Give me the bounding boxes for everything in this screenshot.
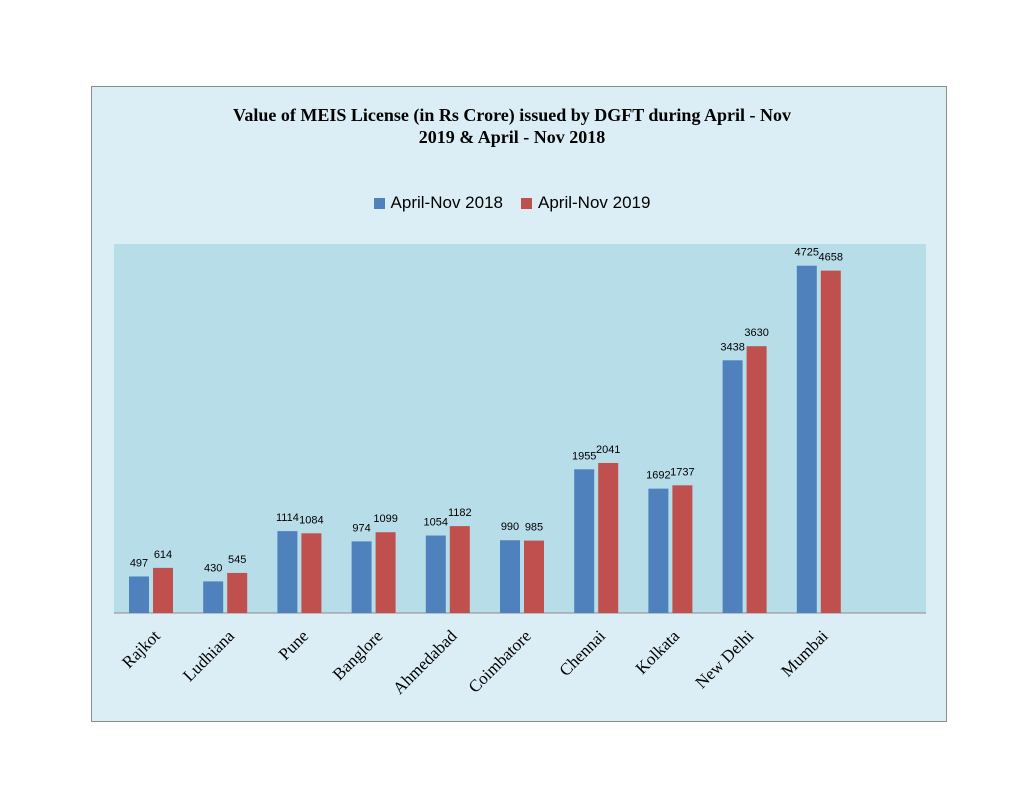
bar-kolkata-series1 <box>648 488 669 613</box>
x-tick-label: Kolkata <box>632 626 684 678</box>
data-label: 4725 <box>795 247 819 259</box>
legend-label-2019: April-Nov 2019 <box>538 193 651 212</box>
bar-new-delhi-series2 <box>746 346 767 613</box>
legend-label-2018: April-Nov 2018 <box>390 193 503 212</box>
x-tick-label: Rajkot <box>118 626 164 672</box>
data-label: 614 <box>154 549 172 561</box>
data-label: 1182 <box>448 507 472 519</box>
data-label: 990 <box>501 521 519 533</box>
data-label: 3438 <box>720 341 744 353</box>
chart-title-line-2: 2019 & April - Nov 2018 <box>418 127 606 147</box>
bar-ludhiana-series2 <box>227 572 248 613</box>
x-tick-label: Pune <box>275 626 312 663</box>
bar-banglore-series2 <box>375 532 396 613</box>
x-tick-label: New Delhi <box>692 626 758 692</box>
bar-mumbai-series1 <box>796 265 817 613</box>
bar-mumbai-series2 <box>820 270 841 613</box>
data-label: 1955 <box>572 450 596 462</box>
x-tick-label: Banglore <box>329 626 387 684</box>
data-label: 1054 <box>424 517 448 529</box>
data-label: 1737 <box>670 466 694 478</box>
data-label: 1114 <box>276 512 299 524</box>
data-label: 985 <box>525 522 543 534</box>
bar-rajkot-series2 <box>153 567 173 613</box>
data-label: 2041 <box>596 444 620 456</box>
data-label: 1692 <box>646 470 670 482</box>
data-label: 497 <box>130 557 148 569</box>
bar-chennai-series2 <box>598 462 619 613</box>
x-tick-label: Ludhiana <box>179 626 238 685</box>
chart-title: Value of MEIS License (in Rs Crore) issu… <box>0 104 1024 148</box>
legend-item-2018: April-Nov 2018 <box>373 193 503 213</box>
chart-title-line-1: Value of MEIS License (in Rs Crore) issu… <box>233 105 791 125</box>
data-label: 1084 <box>299 514 323 526</box>
data-label: 4658 <box>819 252 843 264</box>
bar-kolkata-series2 <box>672 485 693 613</box>
bar-ludhiana-series1 <box>203 581 224 613</box>
bar-new-delhi-series1 <box>722 360 743 613</box>
legend: April-Nov 2018 April-Nov 2019 <box>0 193 1024 213</box>
data-label: 974 <box>352 522 370 534</box>
legend-swatch-2018 <box>373 197 385 209</box>
x-tick-label: Coimbatore <box>465 626 535 696</box>
legend-item-2019: April-Nov 2019 <box>521 193 650 213</box>
x-tick-label: Chennai <box>556 626 610 680</box>
bar-pune-series2 <box>301 533 322 613</box>
bar-pune-series1 <box>277 531 298 613</box>
data-label: 545 <box>228 554 246 566</box>
bar-ahmedabad-series2 <box>449 526 470 613</box>
data-label: 3630 <box>744 327 768 339</box>
bar-banglore-series1 <box>351 541 372 613</box>
data-label: 1099 <box>373 513 397 525</box>
x-tick-label: Ahmedabad <box>389 626 461 698</box>
bar-coimbatore-series2 <box>524 540 544 613</box>
legend-swatch-2019 <box>521 197 532 209</box>
data-label: 430 <box>204 562 222 574</box>
bar-ahmedabad-series1 <box>425 535 446 613</box>
bar-chennai-series1 <box>574 469 595 613</box>
x-tick-label: Mumbai <box>777 626 831 680</box>
bar-rajkot-series1 <box>129 576 149 613</box>
bar-coimbatore-series1 <box>500 540 520 613</box>
